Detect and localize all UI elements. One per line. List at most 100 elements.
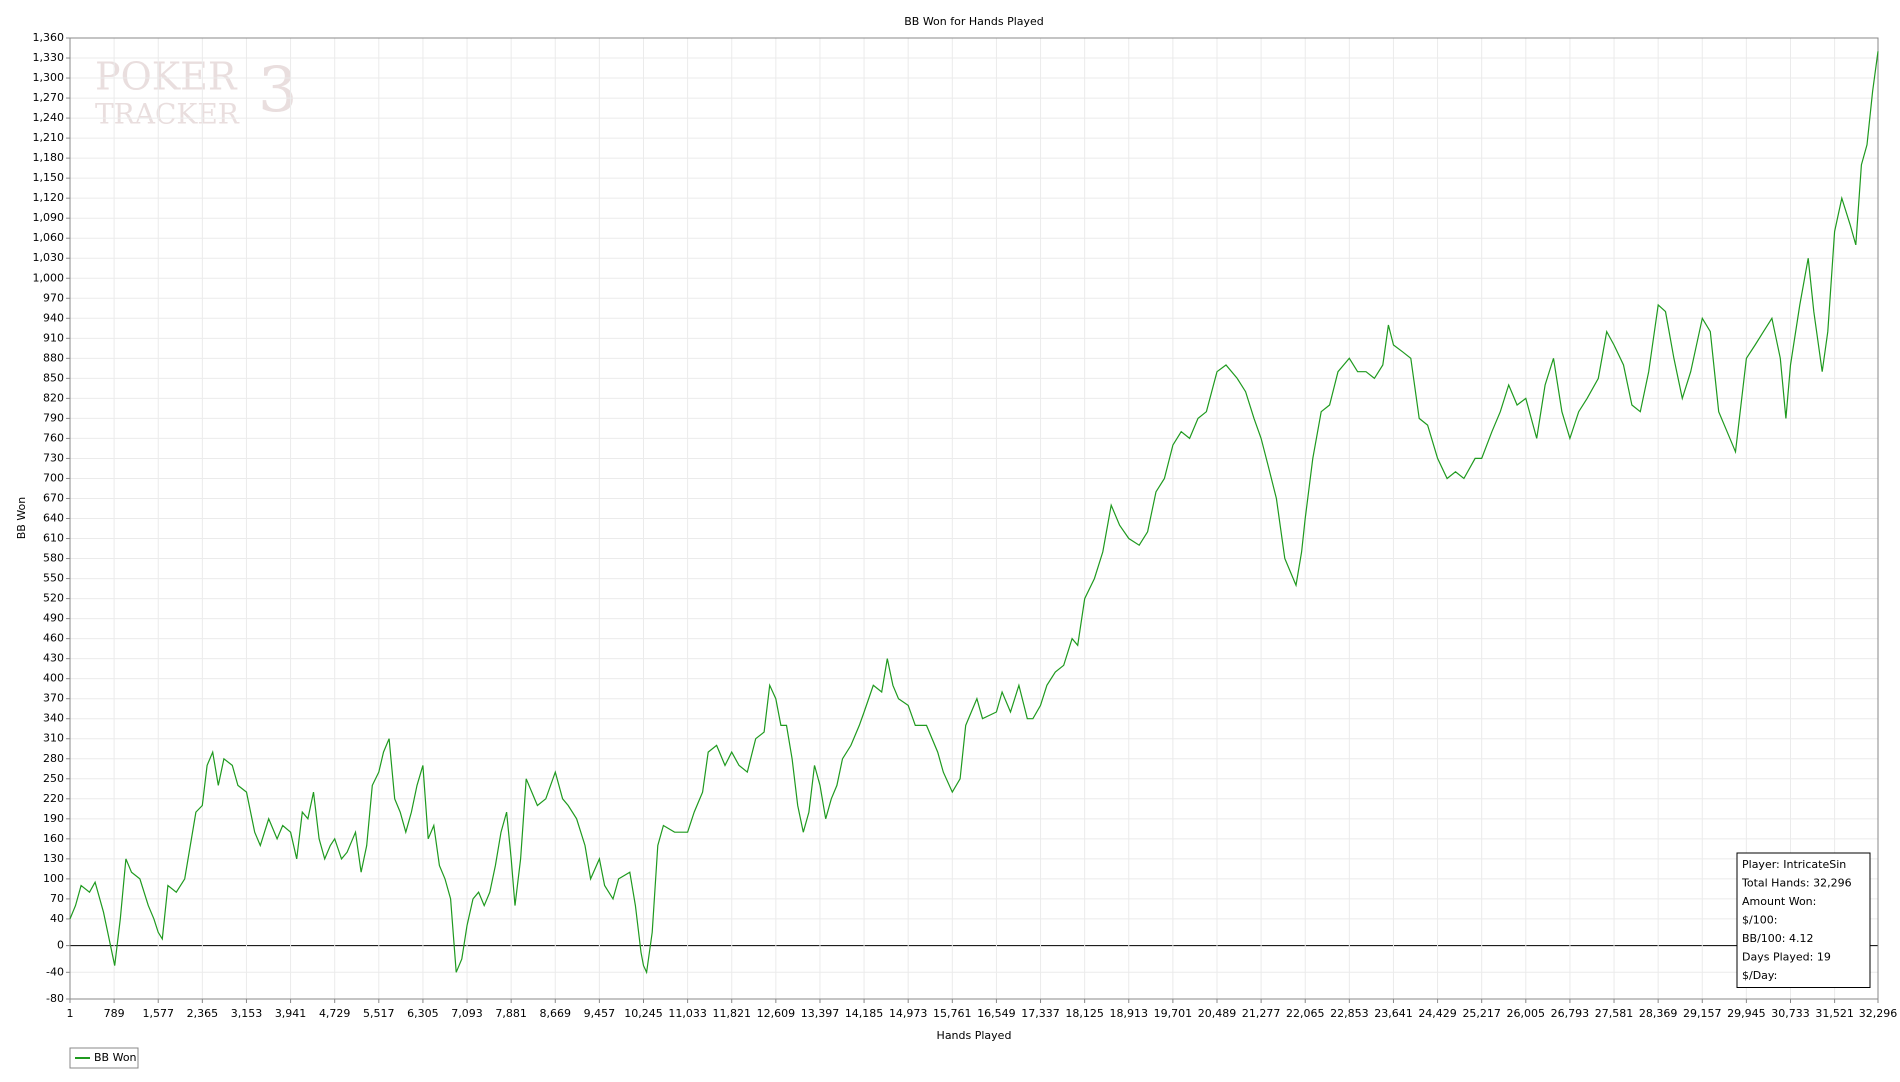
y-tick-label: 850 (43, 371, 64, 384)
x-tick-label: 14,973 (889, 1007, 928, 1020)
y-tick-label: 790 (43, 411, 64, 424)
x-tick-label: 16,549 (977, 1007, 1016, 1020)
x-tick-label: 25,217 (1462, 1007, 1501, 1020)
y-tick-label: 130 (43, 852, 64, 865)
y-tick-label: 310 (43, 732, 64, 745)
x-tick-label: 22,065 (1286, 1007, 1325, 1020)
plot-frame (69, 37, 1879, 1000)
y-tick-label: 940 (43, 311, 64, 324)
x-tick-label: 3,941 (275, 1007, 307, 1020)
y-tick-label: 0 (57, 939, 64, 952)
y-tick-label: 460 (43, 632, 64, 645)
x-tick-label: 18,913 (1110, 1007, 1149, 1020)
x-tick-label: 29,945 (1727, 1007, 1766, 1020)
y-tick-label: 1,210 (33, 131, 65, 144)
y-tick-label: 220 (43, 792, 64, 805)
x-tick-label: 13,397 (801, 1007, 840, 1020)
x-tick-label: 11,821 (712, 1007, 751, 1020)
x-tick-label: 1 (67, 1007, 74, 1020)
x-tick-label: 11,033 (668, 1007, 707, 1020)
y-tick-label: 580 (43, 552, 64, 565)
x-tick-label: 6,305 (407, 1007, 439, 1020)
x-tick-label: 26,005 (1507, 1007, 1546, 1020)
legend-label: BB Won (94, 1051, 137, 1064)
watermark: TRACKER (95, 98, 240, 131)
info-line: Total Hands: 32,296 (1741, 877, 1852, 890)
y-tick-label: 820 (43, 391, 64, 404)
x-tick-label: 10,245 (624, 1007, 663, 1020)
y-tick-label: 970 (43, 291, 64, 304)
y-tick-label: 640 (43, 512, 64, 525)
y-tick-label: 1,030 (33, 251, 65, 264)
x-tick-label: 18,125 (1065, 1007, 1104, 1020)
y-tick-label: 880 (43, 351, 64, 364)
x-tick-label: 31,521 (1815, 1007, 1854, 1020)
info-line: BB/100: 4.12 (1742, 932, 1814, 945)
x-tick-label: 3,153 (231, 1007, 263, 1020)
y-tick-label: 700 (43, 471, 64, 484)
y-tick-label: 340 (43, 712, 64, 725)
x-tick-label: 29,157 (1683, 1007, 1722, 1020)
x-axis-label: Hands Played (937, 1029, 1012, 1042)
y-tick-label: 1,300 (33, 71, 65, 84)
x-tick-label: 7,093 (451, 1007, 483, 1020)
info-line: Player: IntricateSin (1742, 858, 1846, 871)
y-tick-label: 670 (43, 491, 64, 504)
x-tick-label: 7,881 (495, 1007, 527, 1020)
y-tick-label: 1,060 (33, 231, 65, 244)
x-tick-label: 5,517 (363, 1007, 395, 1020)
y-tick-label: 70 (50, 892, 64, 905)
y-tick-label: 1,240 (33, 111, 65, 124)
x-tick-label: 21,277 (1242, 1007, 1281, 1020)
x-tick-label: 20,489 (1198, 1007, 1237, 1020)
watermark: 3 (258, 53, 297, 126)
x-tick-label: 4,729 (319, 1007, 351, 1020)
y-tick-label: 1,270 (33, 91, 65, 104)
x-tick-label: 14,185 (845, 1007, 884, 1020)
y-tick-label: 370 (43, 692, 64, 705)
y-tick-label: 550 (43, 572, 64, 585)
y-tick-label: 1,120 (33, 191, 65, 204)
x-tick-label: 1,577 (142, 1007, 174, 1020)
y-tick-label: 760 (43, 431, 64, 444)
x-tick-label: 19,701 (1154, 1007, 1193, 1020)
y-tick-label: 400 (43, 672, 64, 685)
x-tick-label: 22,853 (1330, 1007, 1369, 1020)
y-tick-label: -80 (46, 992, 64, 1005)
y-tick-label: 910 (43, 331, 64, 344)
y-tick-label: 160 (43, 832, 64, 845)
info-line: $/Day: (1742, 969, 1777, 982)
y-tick-label: 520 (43, 592, 64, 605)
watermark: POKER (95, 55, 238, 99)
x-tick-label: 23,641 (1374, 1007, 1413, 1020)
x-tick-label: 24,429 (1418, 1007, 1457, 1020)
info-box (1736, 852, 1871, 988)
info-line: $/100: (1742, 914, 1777, 927)
y-tick-label: 1,180 (33, 151, 65, 164)
legend-box (69, 1047, 139, 1069)
x-tick-label: 8,669 (540, 1007, 572, 1020)
y-tick-label: 1,360 (33, 31, 65, 44)
chart-title: BB Won for Hands Played (904, 15, 1044, 28)
x-tick-label: 27,581 (1595, 1007, 1634, 1020)
x-tick-label: 12,609 (757, 1007, 796, 1020)
y-tick-label: 1,150 (33, 171, 65, 184)
x-tick-label: 17,337 (1021, 1007, 1060, 1020)
x-tick-label: 26,793 (1551, 1007, 1590, 1020)
y-tick-label: -40 (46, 965, 64, 978)
y-tick-label: 100 (43, 872, 64, 885)
y-tick-label: 430 (43, 652, 64, 665)
info-line: Days Played: 19 (1742, 951, 1831, 964)
y-tick-label: 610 (43, 532, 64, 545)
x-tick-label: 789 (104, 1007, 125, 1020)
data-line (69, 51, 1879, 975)
x-tick-label: 32,296 (1859, 1007, 1898, 1020)
y-tick-label: 250 (43, 772, 64, 785)
y-tick-label: 190 (43, 812, 64, 825)
x-tick-label: 28,369 (1639, 1007, 1678, 1020)
info-line: Amount Won: (1742, 895, 1816, 908)
y-tick-label: 1,090 (33, 211, 65, 224)
